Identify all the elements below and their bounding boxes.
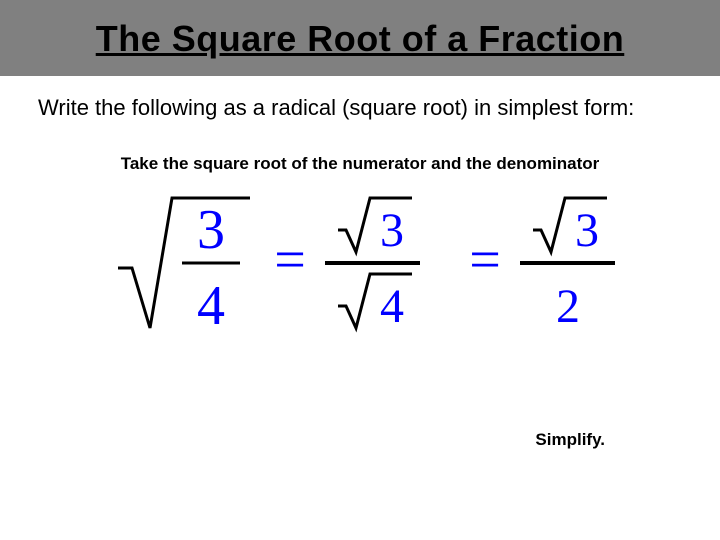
equation-container: 3 4 = 3 4 = 3 2	[0, 188, 720, 348]
hint-top: Take the square root of the numerator an…	[0, 154, 720, 174]
page-title: The Square Root of a Fraction	[0, 18, 720, 60]
equals-2: =	[469, 229, 501, 291]
mid-denominator: 4	[380, 280, 404, 333]
rhs-denominator: 2	[556, 280, 580, 333]
term-sqrt3-over-sqrt4: 3 4	[325, 198, 420, 333]
term-sqrt-3-over-4: 3 4	[118, 198, 250, 337]
lhs-denominator: 4	[197, 275, 225, 337]
hint-bottom: Simplify.	[535, 430, 605, 450]
rhs-numerator: 3	[575, 204, 599, 257]
term-sqrt3-over-2: 3 2	[520, 198, 615, 333]
instruction-text: Write the following as a radical (square…	[38, 94, 680, 122]
equation-svg: 3 4 = 3 4 = 3 2	[90, 188, 630, 348]
lhs-numerator: 3	[197, 199, 225, 261]
mid-numerator: 3	[380, 204, 404, 257]
equals-1: =	[274, 229, 306, 291]
title-bar: The Square Root of a Fraction	[0, 0, 720, 76]
